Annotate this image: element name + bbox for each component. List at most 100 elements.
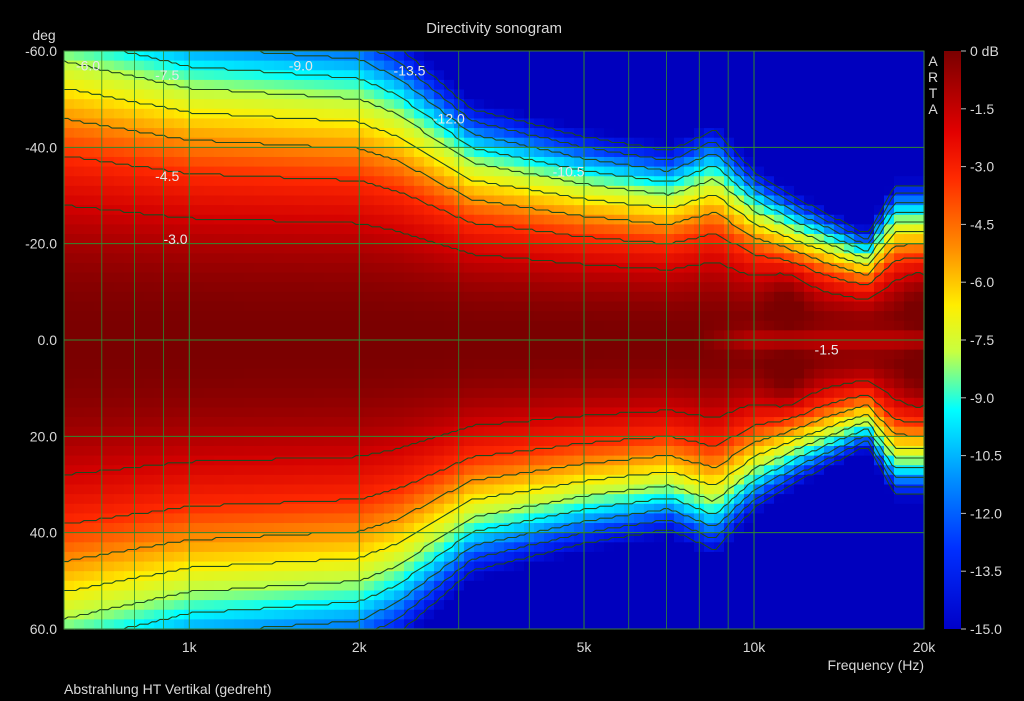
heatmap-cell [124, 359, 135, 370]
heatmap-cell [544, 455, 555, 466]
heatmap-cell [234, 397, 245, 409]
heatmap-cell [164, 397, 175, 409]
heatmap-cell [474, 70, 485, 81]
heatmap-cell [234, 388, 245, 399]
heatmap-cell [574, 436, 585, 447]
heatmap-cell [474, 600, 485, 611]
heatmap-cell [224, 282, 235, 293]
heatmap-cell [104, 474, 115, 486]
heatmap-cell [714, 234, 725, 245]
heatmap-cell [794, 262, 805, 274]
heatmap-cell [704, 262, 715, 274]
heatmap-cell [424, 137, 435, 148]
heatmap-cell [304, 185, 315, 197]
heatmap-cell [144, 494, 155, 505]
heatmap-cell [724, 282, 735, 293]
heatmap-cell [324, 301, 335, 312]
heatmap-cell [154, 156, 165, 168]
heatmap-cell [654, 291, 665, 303]
heatmap-cell [734, 320, 745, 331]
heatmap-cell [174, 156, 185, 168]
heatmap-cell [74, 176, 85, 187]
heatmap-cell [324, 349, 335, 360]
heatmap-cell [544, 60, 555, 71]
heatmap-cell [794, 407, 805, 418]
heatmap-cell [874, 156, 885, 168]
heatmap-cell [604, 590, 615, 601]
heatmap-cell [794, 166, 805, 177]
heatmap-cell [224, 166, 235, 177]
heatmap-cell [534, 51, 545, 62]
heatmap-cell [164, 60, 175, 71]
heatmap-cell [614, 417, 625, 428]
heatmap-cell [724, 79, 735, 91]
heatmap-cell [824, 388, 835, 399]
heatmap-cell [744, 523, 755, 534]
heatmap-cell [554, 474, 565, 486]
heatmap-cell [464, 195, 475, 206]
heatmap-cell [554, 176, 565, 187]
heatmap-cell [614, 426, 625, 437]
heatmap-cell [134, 320, 145, 331]
heatmap-cell [794, 79, 805, 91]
heatmap-cell [604, 243, 615, 254]
heatmap-cell [484, 445, 495, 457]
heatmap-cell [464, 234, 475, 245]
heatmap-cell [374, 301, 385, 312]
heatmap-cell [794, 619, 805, 630]
heatmap-cell [544, 561, 555, 572]
heatmap-cell [364, 176, 375, 187]
heatmap-cell [464, 51, 475, 62]
heatmap-cell [574, 166, 585, 177]
heatmap-cell [474, 561, 485, 572]
heatmap-cell [794, 484, 805, 495]
heatmap-cell [664, 465, 675, 476]
heatmap-cell [514, 262, 525, 274]
heatmap-cell [444, 609, 455, 620]
heatmap-cell [84, 571, 95, 582]
heatmap-cell [294, 571, 305, 582]
heatmap-cell [384, 349, 395, 360]
heatmap-cell [74, 465, 85, 476]
heatmap-cell [574, 417, 585, 428]
heatmap-cell [134, 234, 145, 245]
heatmap-cell [614, 320, 625, 331]
heatmap-cell [644, 455, 655, 466]
heatmap-cell [374, 214, 385, 225]
heatmap-cell [104, 340, 115, 351]
heatmap-cell [164, 484, 175, 495]
heatmap-cell [834, 51, 845, 62]
heatmap-cell [124, 137, 135, 148]
heatmap-cell [604, 253, 615, 264]
heatmap-cell [64, 60, 75, 71]
heatmap-cell [64, 523, 75, 534]
heatmap-cell [434, 176, 445, 187]
heatmap-cell [714, 147, 725, 158]
heatmap-cell [554, 89, 565, 100]
heatmap-cell [214, 253, 225, 264]
heatmap-cell [764, 340, 775, 351]
heatmap-cell [214, 590, 225, 601]
heatmap-cell [274, 185, 285, 197]
heatmap-cell [784, 60, 795, 71]
heatmap-cell [834, 311, 845, 322]
heatmap-cell [654, 484, 665, 495]
heatmap-cell [794, 272, 805, 283]
heatmap-cell [464, 465, 475, 476]
heatmap-cell [494, 561, 505, 572]
heatmap-cell [294, 378, 305, 389]
heatmap-cell [534, 388, 545, 399]
heatmap-cell [704, 417, 715, 428]
heatmap-cell [344, 311, 355, 322]
heatmap-cell [294, 465, 305, 476]
heatmap-cell [764, 445, 775, 457]
heatmap-cell [884, 484, 895, 495]
heatmap-cell [244, 99, 255, 110]
heatmap-cell [644, 291, 655, 303]
heatmap-cell [814, 436, 825, 447]
heatmap-cell [424, 320, 435, 331]
heatmap-cell [794, 243, 805, 254]
heatmap-cell [794, 609, 805, 620]
heatmap-cell [574, 253, 585, 264]
heatmap-cell [114, 445, 125, 457]
